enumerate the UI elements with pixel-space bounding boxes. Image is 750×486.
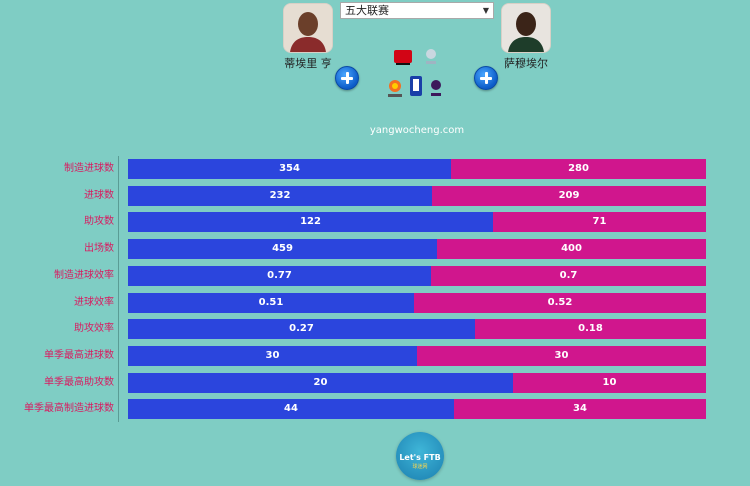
dropdown-arrow-icon: ▼ [482,6,489,15]
chart-row: 助攻数 122 71 [0,212,750,233]
chart-row: 制造进球效率 0.77 0.7 [0,265,750,286]
chart-row: 单季最高进球数 30 30 [0,345,750,366]
serie-a-logo[interactable] [409,76,423,98]
footer-logo[interactable]: Let's FTB 球迷网 [396,432,444,480]
right-player-bar: 0.18 [475,319,706,340]
right-player-bar: 400 [437,239,706,260]
footer-logo-title: Let's FTB [399,453,441,462]
left-player-bar: 0.27 [128,319,475,340]
row-label: 单季最高制造进球数 [24,403,114,415]
left-player-bar: 20 [128,372,513,393]
right-player-card[interactable]: 萨穆埃尔 [481,3,571,71]
ligue1-logo[interactable] [423,47,439,67]
left-player-bar: 122 [128,212,493,233]
left-player-bar: 44 [128,399,454,420]
chart-row: 进球数 232 209 [0,185,750,206]
add-left-player-button[interactable] [335,66,359,90]
row-label: 单季最高助攻数 [44,376,114,388]
row-label: 助攻效率 [74,323,114,335]
row-label: 制造进球效率 [54,269,114,281]
right-player-bar: 0.52 [414,292,706,313]
right-player-avatar [501,3,551,53]
league-select[interactable]: 五大联赛 ▼ [340,2,494,19]
footer-logo-subtitle: 球迷网 [412,464,428,470]
right-player-bar: 71 [493,212,706,233]
right-player-bar: 34 [454,399,706,420]
row-label: 出场数 [84,243,114,255]
chart-row: 制造进球数 354 280 [0,159,750,179]
left-player-card[interactable]: 蒂埃里 亨 [263,3,353,71]
left-player-bar: 0.51 [128,292,414,313]
row-label: 进球数 [84,189,114,201]
chart-row: 单季最高制造进球数 44 34 [0,399,750,420]
left-player-bar: 30 [128,345,417,366]
left-player-bar: 0.77 [128,265,431,286]
laliga-logo[interactable] [386,78,404,98]
right-player-bar: 209 [432,185,706,206]
right-player-name: 萨穆埃尔 [504,57,548,70]
row-label: 助攻数 [84,216,114,228]
chart-row: 单季最高助攻数 20 10 [0,372,750,393]
left-player-name: 蒂埃里 亨 [284,57,332,70]
left-player-bar: 232 [128,185,432,206]
add-right-player-button[interactable] [474,66,498,90]
chart-axis-line [118,156,119,422]
right-player-bar: 10 [513,372,706,393]
right-player-bar: 0.7 [431,265,706,286]
right-player-bar: 280 [451,159,706,179]
row-label: 制造进球数 [64,163,114,174]
left-player-bar: 459 [128,239,437,260]
row-label: 单季最高进球数 [44,349,114,361]
chart-row: 助攻效率 0.27 0.18 [0,319,750,340]
premier-league-logo[interactable] [429,78,443,98]
left-player-bar: 354 [128,159,451,179]
chart-row: 进球效率 0.51 0.52 [0,292,750,313]
bundesliga-logo[interactable] [393,50,413,66]
league-select-value: 五大联赛 [345,4,389,17]
chart-row: 出场数 459 400 [0,239,750,260]
left-player-avatar [283,3,333,53]
site-url: yangwocheng.com [369,125,465,136]
row-label: 进球效率 [74,296,114,308]
right-player-bar: 30 [417,345,706,366]
